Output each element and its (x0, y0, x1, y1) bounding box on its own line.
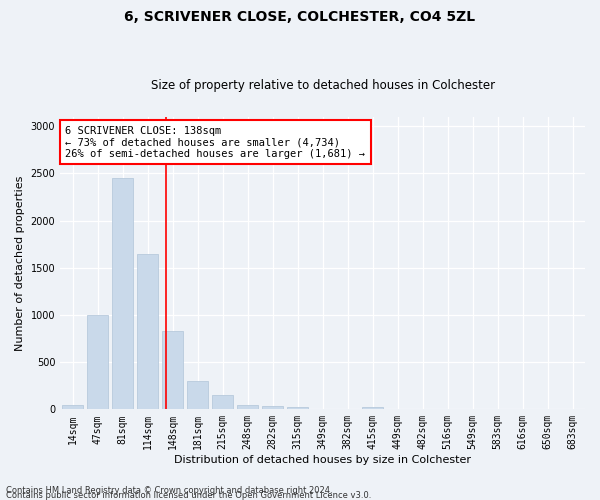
Bar (362, 406, 383, 410)
Text: Contains public sector information licensed under the Open Government Licence v3: Contains public sector information licen… (6, 490, 371, 500)
Bar (112, 178, 133, 410)
Text: 6, SCRIVENER CLOSE, COLCHESTER, CO4 5ZL: 6, SCRIVENER CLOSE, COLCHESTER, CO4 5ZL (124, 10, 476, 24)
Text: Contains HM Land Registry data © Crown copyright and database right 2024.: Contains HM Land Registry data © Crown c… (6, 486, 332, 495)
Bar (162, 331, 183, 409)
Title: Size of property relative to detached houses in Colchester: Size of property relative to detached ho… (151, 79, 494, 92)
Bar (237, 404, 258, 409)
Bar (262, 406, 283, 409)
Bar (87, 315, 108, 410)
Bar (187, 381, 208, 410)
Bar (287, 406, 308, 410)
Y-axis label: Number of detached properties: Number of detached properties (15, 176, 25, 350)
Bar (212, 395, 233, 409)
Text: 6 SCRIVENER CLOSE: 138sqm
← 73% of detached houses are smaller (4,734)
26% of se: 6 SCRIVENER CLOSE: 138sqm ← 73% of detac… (65, 126, 365, 159)
Bar (137, 254, 158, 410)
Bar (62, 404, 83, 409)
X-axis label: Distribution of detached houses by size in Colchester: Distribution of detached houses by size … (174, 455, 471, 465)
